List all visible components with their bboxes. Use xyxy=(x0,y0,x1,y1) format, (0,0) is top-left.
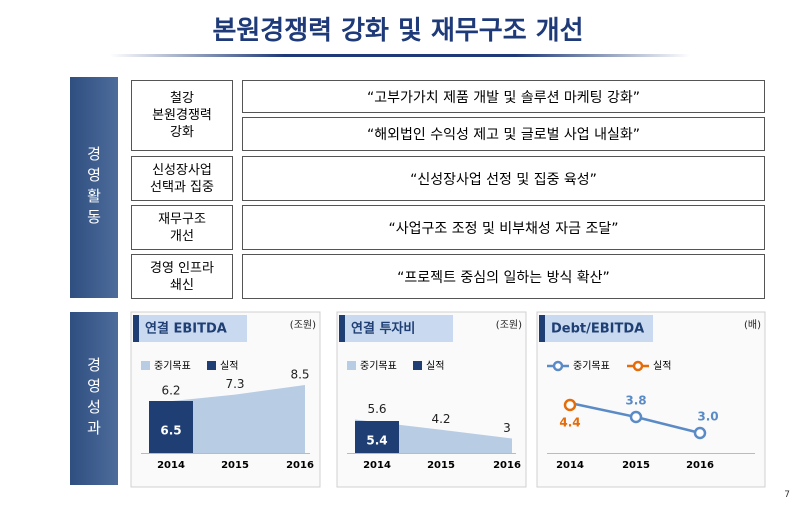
panel-title: Debt/EBITDA xyxy=(551,322,644,337)
point xyxy=(563,398,577,412)
x-label: 2014 xyxy=(157,460,185,471)
slide-title: 본원경쟁력 강화 및 재무구조 개선 xyxy=(212,16,584,46)
row-item: “프로젝트 중심의 일하는 방식 확산” xyxy=(242,254,765,299)
actual-bar xyxy=(149,401,193,453)
unit: (배) xyxy=(744,319,761,331)
data-label: 6.5 xyxy=(160,424,181,438)
x-label: 2015 xyxy=(221,460,249,471)
data-label: 5.6 xyxy=(367,402,386,416)
data-label: 4.4 xyxy=(559,416,580,430)
x-label: 2016 xyxy=(686,460,714,471)
legend-label: 중기목표 xyxy=(360,360,397,372)
data-label: 4.2 xyxy=(431,412,450,426)
unit: (조원) xyxy=(290,319,316,331)
row-label: 경영 인프라 쇄신 xyxy=(131,254,233,299)
legend-label: 실적 xyxy=(220,360,238,372)
legend-label: 중기목표 xyxy=(154,360,191,372)
legend-marker xyxy=(552,360,564,372)
legend-swatch xyxy=(347,361,356,370)
legend-label: 실적 xyxy=(653,360,671,372)
legend-swatch xyxy=(413,361,422,370)
row-label: 재무구조 개선 xyxy=(131,205,233,250)
actual-bar xyxy=(355,421,399,453)
x-label: 2015 xyxy=(427,460,455,471)
row-item: “신성장사업 선정 및 집중 육성” xyxy=(242,156,765,201)
row-label: 철강 본원경쟁력 강화 xyxy=(131,80,233,151)
legend-label: 중기목표 xyxy=(573,360,610,372)
title-rule xyxy=(110,54,690,57)
side-label: 경영활동 xyxy=(70,77,118,298)
side-text: 경영활동 xyxy=(84,145,103,230)
panel-header-tab xyxy=(133,315,139,342)
x-label: 2014 xyxy=(556,460,584,471)
data-label: 3.0 xyxy=(697,410,718,424)
data-label: 3 xyxy=(503,421,511,435)
x-label: 2015 xyxy=(622,460,650,471)
side-text: 경영성과 xyxy=(84,356,103,441)
point xyxy=(693,426,707,440)
panel-title: 연결 투자비 xyxy=(351,321,415,337)
legend-swatch xyxy=(207,361,216,370)
x-label: 2016 xyxy=(493,460,521,471)
row-item: “고부가가치 제품 개발 및 솔루션 마케팅 강화” xyxy=(242,80,765,113)
panel-header xyxy=(339,315,453,342)
panel-title: 연결 EBITDA xyxy=(145,321,227,337)
legend-label: 실적 xyxy=(426,360,444,372)
side-label: 경영성과 xyxy=(70,312,118,485)
row-item: “사업구조 조정 및 비부채성 자금 조달” xyxy=(242,205,765,250)
panel-header xyxy=(133,315,247,342)
unit: (조원) xyxy=(496,319,522,331)
panel-header-tab xyxy=(539,315,545,342)
page-number: 7 xyxy=(784,490,790,500)
panel-header-tab xyxy=(339,315,345,342)
data-label: 8.5 xyxy=(290,368,309,382)
legend-swatch xyxy=(141,361,150,370)
data-label: 5.4 xyxy=(366,434,387,448)
data-label: 7.3 xyxy=(225,377,244,391)
row-label: 신성장사업 선택과 집중 xyxy=(131,156,233,201)
data-label: 6.2 xyxy=(161,384,180,398)
legend-marker xyxy=(632,360,644,372)
data-label: 3.8 xyxy=(625,394,646,408)
panel-header xyxy=(539,315,653,342)
x-label: 2016 xyxy=(286,460,314,471)
row-item: “해외법인 수익성 제고 및 글로벌 사업 내실화” xyxy=(242,117,765,151)
x-label: 2014 xyxy=(363,460,391,471)
point xyxy=(629,410,643,424)
